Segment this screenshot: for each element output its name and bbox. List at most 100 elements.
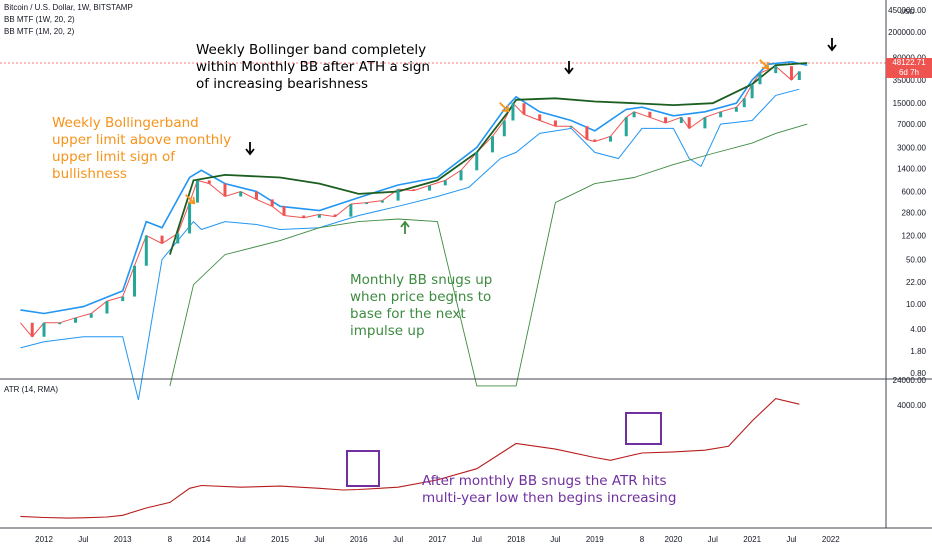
price-candle <box>475 152 479 171</box>
time-tick-label: 2014 <box>192 535 210 544</box>
time-tick-label: Jul <box>393 535 403 544</box>
arrow-icon <box>564 61 574 75</box>
price-candle <box>624 117 628 137</box>
price-candle <box>302 215 306 218</box>
price-candle <box>609 136 612 142</box>
price-candle <box>511 103 515 121</box>
price-candle <box>121 296 125 302</box>
time-tick-label: 2019 <box>586 535 604 544</box>
price-candle <box>789 66 793 81</box>
price-candle <box>396 189 400 201</box>
time-tick-label: 8 <box>640 535 645 544</box>
indicator-weekly-bb-label[interactable]: BB MTF (1W, 20, 2) <box>4 15 75 24</box>
arrow-icon <box>827 38 837 52</box>
atr-indicator-label[interactable]: ATR (14, RMA) <box>4 385 59 394</box>
last-price-badge: 48122.71 6d 7h <box>886 58 932 78</box>
atr-line <box>20 397 800 519</box>
price-candle <box>459 170 463 181</box>
annotation-line: upper limit sign of <box>52 149 176 165</box>
price-candle <box>30 322 34 337</box>
price-candle <box>188 202 192 234</box>
annotation-line: bullishness <box>52 166 127 182</box>
time-tick-label: 2017 <box>429 535 447 544</box>
arrow-icon <box>245 142 255 156</box>
weekly-bb-upper-line <box>20 60 808 315</box>
price-candle <box>254 191 258 200</box>
time-tick-label: Jul <box>472 535 482 544</box>
price-candle <box>797 71 801 81</box>
price-candle <box>412 189 416 191</box>
price-candle <box>365 202 369 205</box>
bar-countdown: 6d 7h <box>898 68 920 77</box>
price-candle <box>239 191 243 197</box>
symbol-title[interactable]: Bitcoin / U.S. Dollar, 1W, BITSTAMP <box>4 3 133 12</box>
price-tick-label: 50.00 <box>906 256 927 265</box>
price-candle <box>133 265 137 297</box>
price-y-axis[interactable]: 450000.00 200000.00 80000.00 35000.00 15000.… <box>888 6 926 378</box>
highlight-box-2019 <box>625 412 662 445</box>
price-candle <box>758 73 762 85</box>
price-tick-label: 600.00 <box>902 188 927 197</box>
price-tick-label: 450000.00 <box>888 6 926 15</box>
price-candle <box>734 107 738 112</box>
time-tick-label: Jul <box>708 535 718 544</box>
price-pane <box>0 62 886 64</box>
price-candle <box>538 114 542 121</box>
price-candle <box>380 200 384 203</box>
price-candle <box>774 66 778 74</box>
last-price-value: 48122.71 <box>892 58 926 67</box>
annotation-line: Weekly Bollingerband <box>52 115 199 131</box>
price-tick-label: 7000.00 <box>897 120 926 129</box>
price-candle <box>42 322 46 337</box>
indicator-monthly-bb-label[interactable]: BB MTF (1M, 20, 2) <box>4 27 75 36</box>
price-candle <box>144 235 148 266</box>
atr-tick-label: 24000.00 <box>893 376 927 385</box>
atr-tick-label: 4000.00 <box>897 401 926 410</box>
price-candle <box>750 84 754 99</box>
price-candle <box>585 126 589 140</box>
annotation-line: multi-year low then begins increasing <box>422 490 677 506</box>
time-tick-label: 2016 <box>350 535 368 544</box>
time-tick-label: 2021 <box>743 535 761 544</box>
price-tick-label: 280.00 <box>902 208 927 217</box>
price-candle <box>569 126 573 128</box>
price-tick-label: 120.00 <box>902 232 927 241</box>
price-candle <box>74 317 77 323</box>
time-tick-label: Jul <box>550 535 560 544</box>
annotation-weekly-within-monthly: Weekly Bollinger band completely within … <box>196 42 430 93</box>
time-tick-label: Jul <box>314 535 324 544</box>
price-candle <box>428 185 432 191</box>
price-candle <box>553 120 557 127</box>
time-tick-label: Jul <box>236 535 246 544</box>
atr-y-axis[interactable]: 24000.00 4000.00 <box>893 376 927 410</box>
price-candle <box>317 214 321 218</box>
time-axis[interactable]: 2012 Jul 2013 8 2014 Jul 2015 Jul 2016 Jul 2017 Jul… <box>35 535 840 544</box>
price-candle <box>502 120 506 137</box>
annotation-atr-low: After monthly BB snugs the ATR hits mult… <box>422 473 676 507</box>
price-candle <box>333 214 337 217</box>
annotation-monthly-snugs: Monthly BB snugs up when price begins to… <box>350 272 492 340</box>
annotation-line: of increasing bearishness <box>196 76 369 92</box>
arrow-icon <box>400 220 410 234</box>
price-tick-label: 4.00 <box>910 325 926 334</box>
price-candle <box>89 313 93 318</box>
price-tick-label: 1400.00 <box>897 164 926 173</box>
annotation-line: within Monthly BB after ATH a sign <box>196 59 430 75</box>
annotation-line: base for the next <box>350 306 466 322</box>
price-tick-label: 35000.00 <box>893 76 927 85</box>
price-candle <box>223 183 227 197</box>
price-candle <box>160 235 164 244</box>
time-tick-label: Jul <box>78 535 88 544</box>
annotation-line: After monthly BB snugs the ATR hits <box>422 473 667 489</box>
highlight-box-2015 <box>346 450 380 487</box>
price-tick-label: 22.00 <box>906 278 927 287</box>
price-candle <box>687 117 691 129</box>
time-tick-label: 2013 <box>114 535 132 544</box>
price-candle <box>679 117 683 123</box>
price-tick-label: 200000.00 <box>888 28 926 37</box>
price-candle <box>742 98 746 108</box>
annotation-line: impulse up <box>350 323 425 339</box>
annotation-line: Monthly BB snugs up <box>350 272 493 288</box>
time-tick-label: Jul <box>786 535 796 544</box>
